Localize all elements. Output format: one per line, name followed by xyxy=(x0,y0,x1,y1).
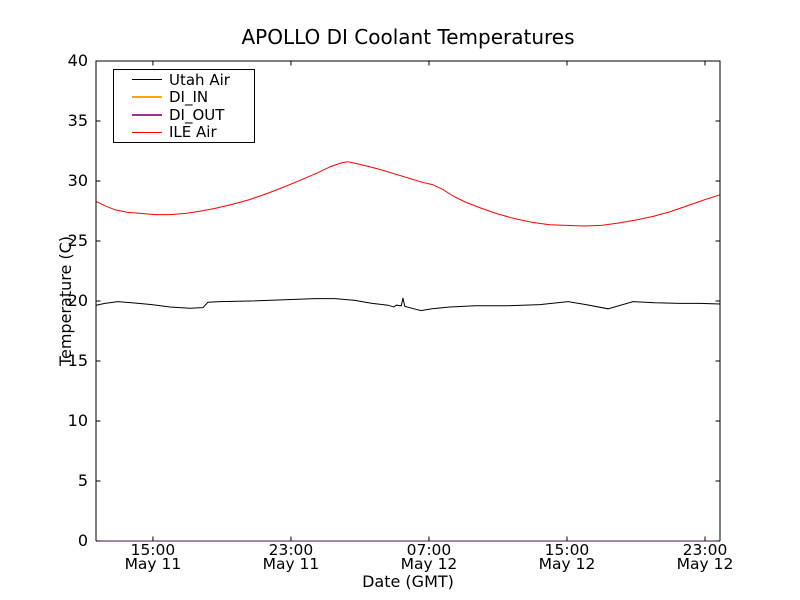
x-tick-label: 15:00 May 12 xyxy=(517,541,617,573)
di-out-line-swatch xyxy=(132,114,162,116)
x-tick-time: 15:00 xyxy=(130,541,176,559)
y-tick-label: 0 xyxy=(77,531,88,550)
x-tick-time: 15:00 xyxy=(544,541,590,559)
di-in-line-swatch xyxy=(132,96,162,98)
legend-label-di-out: DI_OUT xyxy=(169,105,225,124)
series-line-ile-air xyxy=(95,161,721,227)
x-tick-label: 23:00 May 12 xyxy=(655,541,755,573)
x-tick-label: 15:00 May 11 xyxy=(103,541,203,573)
legend-item-di-out: DI_OUT xyxy=(132,105,254,124)
series-line-utah-air xyxy=(95,297,721,312)
chart-title: APOLLO DI Coolant Temperatures xyxy=(241,25,575,49)
x-tick-label: 07:00 May 12 xyxy=(379,541,479,573)
x-tick-date: May 12 xyxy=(400,555,458,573)
y-tick-label: 10 xyxy=(67,411,88,430)
x-tick-label: 23:00 May 11 xyxy=(241,541,341,573)
x-tick-date: May 11 xyxy=(124,555,182,573)
y-tick-label: 15 xyxy=(67,351,88,370)
y-tick-label: 40 xyxy=(67,51,88,70)
x-tick-time: 23:00 xyxy=(268,541,314,559)
x-tick-time: 23:00 xyxy=(682,541,728,559)
y-tick-label: 35 xyxy=(67,111,88,130)
x-tick-date: May 12 xyxy=(676,555,734,573)
ile-air-line-swatch xyxy=(132,131,162,134)
legend-item-ile-air: ILE Air xyxy=(132,123,254,142)
y-tick-label: 30 xyxy=(67,171,88,190)
legend-label-ile-air: ILE Air xyxy=(169,123,217,142)
legend-label-utah-air: Utah Air xyxy=(169,70,230,89)
legend-box: Utah Air DI_IN DI_OUT ILE Air xyxy=(113,69,255,143)
y-tick-label: 25 xyxy=(67,231,88,250)
x-tick-date: May 11 xyxy=(262,555,320,573)
y-axis-title: Temperature (C) xyxy=(56,235,75,367)
legend-item-utah-air: Utah Air xyxy=(132,70,254,89)
legend-label-di-in: DI_IN xyxy=(169,88,209,107)
legend-item-di-in: DI_IN xyxy=(132,88,254,107)
y-tick-label: 5 xyxy=(77,471,88,490)
x-axis-title: Date (GMT) xyxy=(362,572,454,591)
y-tick-label: 20 xyxy=(67,291,88,310)
utah-air-line-swatch xyxy=(132,78,162,81)
x-tick-date: May 12 xyxy=(538,555,596,573)
x-tick-time: 07:00 xyxy=(406,541,452,559)
